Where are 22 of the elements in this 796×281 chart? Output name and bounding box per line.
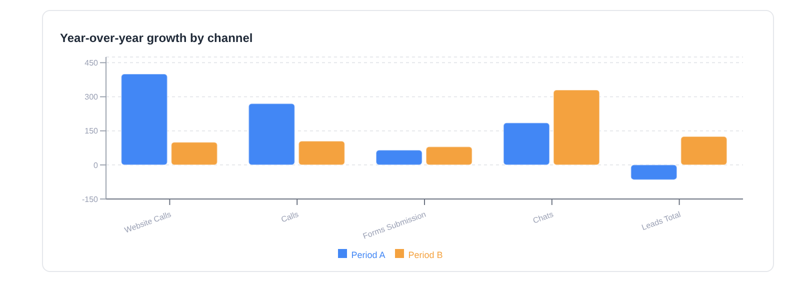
x-tick-label: Leads Total [640,210,682,232]
y-tick-label: -150 [82,194,99,204]
bar [630,164,678,180]
chart-title: Year-over-year growth by channel [60,31,253,45]
y-tick-label: 0 [94,160,99,170]
y-tick-label: 450 [84,58,99,68]
x-tick-label: Calls [280,210,300,224]
bar [248,103,296,166]
legend-label: Period A [351,250,386,260]
bar [170,142,218,166]
bar [376,150,423,166]
legend-label: Period B [408,250,443,260]
x-tick-label: Website Calls [123,210,172,235]
bar [426,146,473,166]
y-tick-label: 300 [84,92,99,102]
bar [120,74,168,166]
y-tick-label: 150 [84,126,99,136]
bar [552,89,600,166]
bar [680,136,728,166]
bar [298,140,346,166]
bar [502,122,550,166]
x-tick-label: Chats [532,210,555,226]
